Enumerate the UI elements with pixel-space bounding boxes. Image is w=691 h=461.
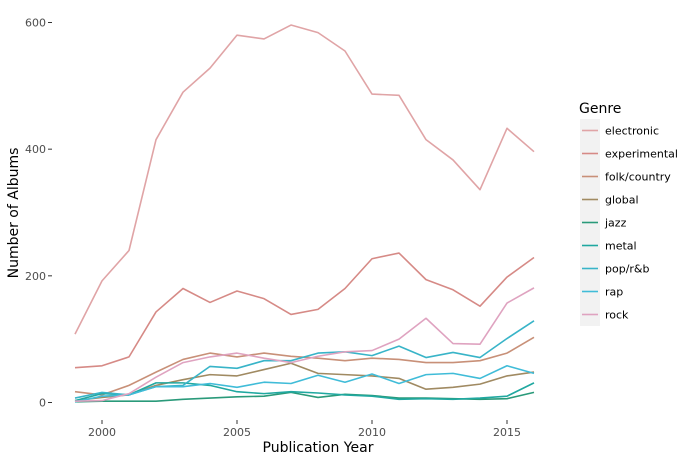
- series-lines: [74, 24, 535, 403]
- series-line-metal: [74, 382, 535, 402]
- legend-label: pop/r&b: [605, 263, 650, 276]
- legend-title: Genre: [579, 101, 621, 117]
- legend-label: electronic: [605, 125, 659, 138]
- legend-item-folk-country: folk/country: [580, 165, 671, 188]
- y-axis: 0 200 400 600: [25, 17, 52, 410]
- series-line-experimental: [74, 252, 535, 369]
- y-tick-label: 200: [25, 270, 46, 283]
- legend-label: rap: [605, 286, 623, 299]
- series-line-rap: [74, 364, 535, 403]
- legend-item-pop-r-b: pop/r&b: [580, 257, 650, 280]
- x-tick-label: 2005: [223, 426, 251, 439]
- legend-label: folk/country: [605, 171, 671, 184]
- series-line-global: [74, 362, 535, 402]
- y-tick-label: 400: [25, 143, 46, 156]
- series-line-rock: [74, 287, 535, 403]
- x-axis-title: Publication Year: [263, 440, 374, 456]
- legend-item-global: global: [580, 188, 639, 211]
- x-tick-label: 2015: [493, 426, 521, 439]
- legend: Genre electronic experimental folk/country…: [579, 101, 678, 326]
- legend-label: global: [605, 194, 639, 207]
- legend-label: jazz: [604, 217, 627, 230]
- legend-label: rock: [605, 309, 629, 322]
- y-tick-label: 0: [39, 397, 46, 410]
- legend-label: experimental: [605, 148, 678, 161]
- legend-item-metal: metal: [580, 234, 637, 257]
- x-tick-label: 2010: [358, 426, 386, 439]
- y-tick-label: 600: [25, 17, 46, 30]
- legend-item-jazz: jazz: [580, 211, 627, 234]
- y-axis-title: Number of Albums: [6, 148, 22, 279]
- series-line-electronic: [74, 24, 535, 335]
- x-tick-label: 2000: [88, 426, 116, 439]
- legend-item-experimental: experimental: [580, 142, 678, 165]
- legend-item-electronic: electronic: [580, 119, 659, 142]
- legend-item-rock: rock: [580, 303, 629, 326]
- x-axis: 2000 2005 2010 2015: [88, 420, 521, 439]
- legend-item-rap: rap: [580, 280, 623, 303]
- legend-label: metal: [605, 240, 637, 253]
